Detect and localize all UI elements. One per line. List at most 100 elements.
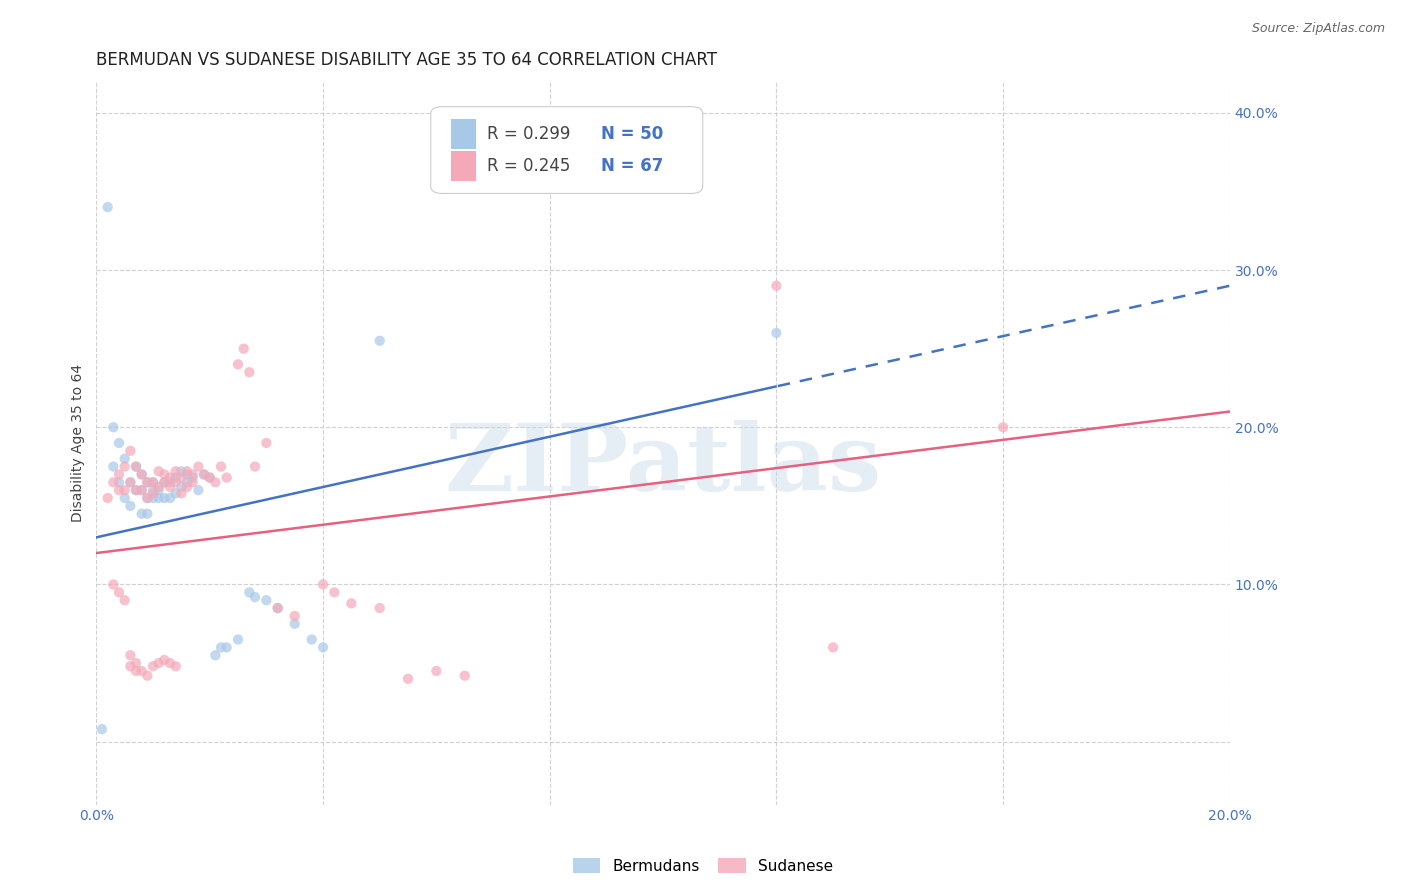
Point	[103, 577, 125, 591]
Point	[103, 475, 125, 490]
Point	[368, 334, 391, 348]
Text: BERMUDAN VS SUDANESE DISABILITY AGE 35 TO 64 CORRELATION CHART: BERMUDAN VS SUDANESE DISABILITY AGE 35 T…	[97, 51, 717, 69]
Point	[131, 507, 153, 521]
Text: R = 0.299: R = 0.299	[488, 125, 571, 143]
Point	[204, 475, 226, 490]
Point	[125, 459, 148, 474]
Point	[165, 475, 187, 490]
Point	[159, 470, 181, 484]
Point	[176, 475, 198, 490]
Point	[226, 632, 249, 647]
Point	[153, 475, 176, 490]
Point	[312, 577, 335, 591]
Point	[238, 585, 260, 599]
Point	[176, 480, 198, 494]
Point	[148, 483, 170, 497]
Point	[765, 278, 787, 293]
Point	[193, 467, 215, 482]
Point	[142, 486, 165, 500]
Point	[181, 467, 204, 482]
Point	[193, 467, 215, 482]
Point	[148, 480, 170, 494]
Point	[148, 656, 170, 670]
Point	[823, 640, 845, 655]
Point	[120, 475, 142, 490]
Point	[159, 656, 181, 670]
FancyBboxPatch shape	[451, 151, 477, 181]
Point	[170, 470, 193, 484]
Point	[120, 659, 142, 673]
Point	[153, 467, 176, 482]
Text: Source: ZipAtlas.com: Source: ZipAtlas.com	[1251, 22, 1385, 36]
Point	[108, 585, 131, 599]
Point	[153, 475, 176, 490]
Point	[243, 590, 266, 604]
Point	[165, 486, 187, 500]
Point	[991, 420, 1014, 434]
Point	[125, 656, 148, 670]
Point	[136, 507, 159, 521]
Point	[170, 480, 193, 494]
Point	[131, 467, 153, 482]
Text: N = 50: N = 50	[600, 125, 664, 143]
Point	[136, 491, 159, 505]
Point	[159, 480, 181, 494]
Point	[187, 483, 209, 497]
Point	[396, 672, 419, 686]
FancyBboxPatch shape	[451, 119, 477, 149]
Point	[176, 467, 198, 482]
Point	[114, 459, 136, 474]
Point	[243, 459, 266, 474]
Point	[108, 483, 131, 497]
Point	[136, 668, 159, 682]
Point	[142, 483, 165, 497]
Point	[284, 616, 307, 631]
Point	[198, 470, 221, 484]
Point	[312, 640, 335, 655]
Point	[97, 491, 120, 505]
Point	[159, 491, 181, 505]
Point	[125, 459, 148, 474]
Point	[114, 593, 136, 607]
Point	[284, 609, 307, 624]
Point	[120, 648, 142, 663]
Point	[103, 459, 125, 474]
Point	[108, 436, 131, 450]
Point	[120, 475, 142, 490]
Point	[226, 357, 249, 371]
Point	[91, 722, 114, 736]
Point	[142, 475, 165, 490]
Point	[142, 491, 165, 505]
Point	[165, 470, 187, 484]
Point	[114, 491, 136, 505]
Point	[215, 470, 238, 484]
Point	[136, 475, 159, 490]
Point	[425, 664, 447, 678]
Point	[254, 436, 277, 450]
Point	[454, 668, 477, 682]
Point	[114, 483, 136, 497]
Point	[136, 491, 159, 505]
Point	[176, 464, 198, 478]
Point	[181, 475, 204, 490]
Point	[125, 483, 148, 497]
Point	[209, 459, 232, 474]
Point	[125, 664, 148, 678]
Point	[153, 653, 176, 667]
Point	[198, 470, 221, 484]
Legend: Bermudans, Sudanese: Bermudans, Sudanese	[567, 852, 839, 880]
Point	[120, 499, 142, 513]
Point	[165, 659, 187, 673]
Point	[170, 464, 193, 478]
Point	[181, 470, 204, 484]
Point	[159, 475, 181, 490]
Point	[108, 467, 131, 482]
Point	[108, 475, 131, 490]
Point	[238, 365, 260, 379]
Point	[131, 483, 153, 497]
Point	[165, 464, 187, 478]
Point	[148, 491, 170, 505]
Point	[142, 659, 165, 673]
Point	[142, 475, 165, 490]
Y-axis label: Disability Age 35 to 64: Disability Age 35 to 64	[72, 364, 86, 522]
